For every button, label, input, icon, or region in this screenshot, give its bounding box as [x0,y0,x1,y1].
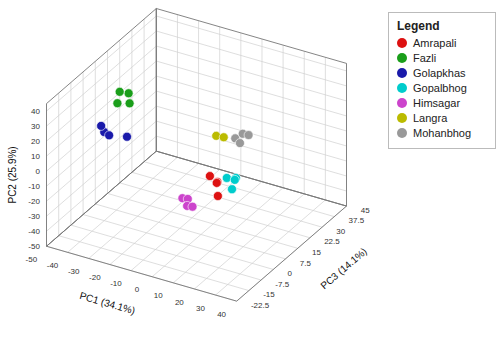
svg-text:-30: -30 [68,267,80,276]
svg-text:-30: -30 [28,212,40,221]
html-text:Fazli: Fazli [413,52,437,64]
svg-text:-50: -50 [26,255,38,264]
html-text:Himsagar: Himsagar [413,97,461,109]
svg-text:-20: -20 [89,273,101,282]
svg-text:10: 10 [31,152,40,161]
svg-text:-15: -15 [263,290,275,299]
svg-text:20: 20 [31,137,40,146]
svg-text:30: 30 [336,227,345,236]
html-text:Amrapali: Amrapali [413,37,457,49]
svg-text:-22.5: -22.5 [251,301,270,310]
svg-text:-40: -40 [28,227,40,236]
svg-text:30: 30 [31,122,40,131]
html-text:Legend: Legend [397,19,440,33]
html-text:Gopalbhog: Gopalbhog [413,82,467,94]
svg-text:-10: -10 [110,279,122,288]
svg-text:-20: -20 [28,197,40,206]
svg-text:22.5: 22.5 [324,237,340,246]
svg-text:20: 20 [175,298,184,307]
svg-text:-7.5: -7.5 [275,280,289,289]
svg-text:-10: -10 [28,182,40,191]
svg-text:10: 10 [154,291,163,300]
svg-text:37.5: 37.5 [349,216,365,225]
svg-text:PC2 (25.9%): PC2 (25.9%) [7,146,18,203]
svg-text:PC3 (14.1%): PC3 (14.1%) [318,246,368,292]
html-text:Golapkhas: Golapkhas [413,67,466,79]
svg-text:PC1 (34.1%): PC1 (34.1%) [78,290,136,316]
html-text:Langra: Langra [413,112,448,124]
svg-text:40: 40 [31,107,40,116]
svg-text:40: 40 [217,310,226,319]
html-text:Mohanbhog: Mohanbhog [413,127,472,139]
svg-text:7.5: 7.5 [300,259,312,268]
svg-text:0: 0 [288,269,293,278]
svg-text:-40: -40 [47,261,59,270]
svg-text:-50: -50 [28,242,40,251]
svg-text:0: 0 [35,167,40,176]
svg-text:45: 45 [361,206,370,215]
svg-text:0: 0 [135,285,140,294]
svg-text:30: 30 [196,304,205,313]
svg-text:15: 15 [312,248,321,257]
